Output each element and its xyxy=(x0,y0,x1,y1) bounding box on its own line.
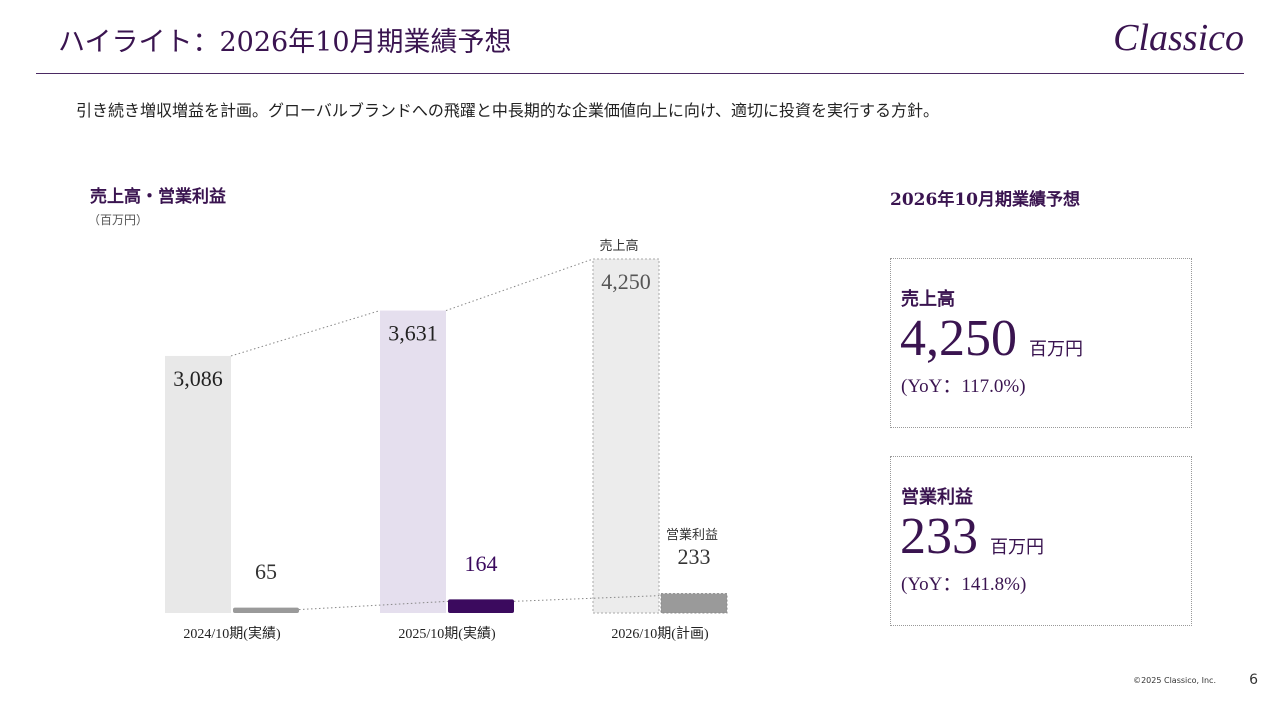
profit-series-label: 営業利益 xyxy=(666,527,718,542)
bar-chart: 3,086 65 2024/10期(実績) 3,631 164 2025/10期(実績) 4… xyxy=(165,238,728,642)
chart-title: 売上高・営業利益 xyxy=(90,187,226,207)
profit-data-label: 233 xyxy=(678,544,711,569)
operating-profit-bar xyxy=(660,593,728,614)
profit-trend-line xyxy=(513,595,662,602)
category-label: 2025/10期(実績) xyxy=(398,626,496,642)
profit-card-yoy: (YoY：141.8%) xyxy=(901,574,1027,595)
sales-data-label: 4,250 xyxy=(601,269,651,294)
header-divider xyxy=(36,73,1244,74)
lead-text: 引き続き増収増益を計画。グローバルブランドへの飛躍と中長期的な企業価値向上に向け… xyxy=(76,101,940,120)
operating-profit-bar xyxy=(448,599,514,613)
profit-card-value: 233 xyxy=(900,508,978,565)
sales-card-yoy: (YoY：117.0%) xyxy=(901,376,1026,397)
page-title: ハイライト：2026年10月期業績予想 xyxy=(58,27,512,58)
page-number: 6 xyxy=(1249,672,1258,688)
category-label: 2024/10期(実績) xyxy=(183,626,281,642)
sales-bar xyxy=(592,258,660,614)
profit-data-label: 65 xyxy=(255,559,277,584)
sales-data-label: 3,631 xyxy=(388,321,438,346)
profit-card-unit: 百万円 xyxy=(990,537,1044,558)
category-label: 2026/10期(計画) xyxy=(611,626,709,642)
sales-card-value: 4,250 xyxy=(900,310,1017,367)
sales-data-label: 3,086 xyxy=(173,366,223,391)
classico-logo: Classico xyxy=(1113,17,1244,59)
sales-bar xyxy=(380,310,446,613)
sales-bar xyxy=(165,355,231,613)
copyright: ©2025 Classico, Inc. xyxy=(1133,676,1216,685)
profit-data-label: 164 xyxy=(465,551,498,576)
sales-card-value-row: 4,250 百万円 xyxy=(900,309,1083,368)
chart-unit: （百万円） xyxy=(88,213,149,227)
operating-profit-bar xyxy=(233,607,299,613)
sales-series-label: 売上高 xyxy=(599,238,638,253)
sales-card-label: 売上高 xyxy=(901,289,955,310)
profit-trend-line xyxy=(298,600,449,611)
profit-card-value-row: 233 百万円 xyxy=(900,507,1044,566)
sales-card-unit: 百万円 xyxy=(1029,339,1083,360)
sales-trend-line xyxy=(445,258,594,312)
operating-profit-card: 営業利益 233 百万円 (YoY：141.8%) xyxy=(890,456,1192,626)
profit-card-label: 営業利益 xyxy=(901,487,973,508)
sales-trend-line xyxy=(230,310,381,357)
sales-card: 売上高 4,250 百万円 (YoY：117.0%) xyxy=(890,258,1192,428)
forecast-panel-title: 2026年10月期業績予想 xyxy=(890,190,1080,210)
